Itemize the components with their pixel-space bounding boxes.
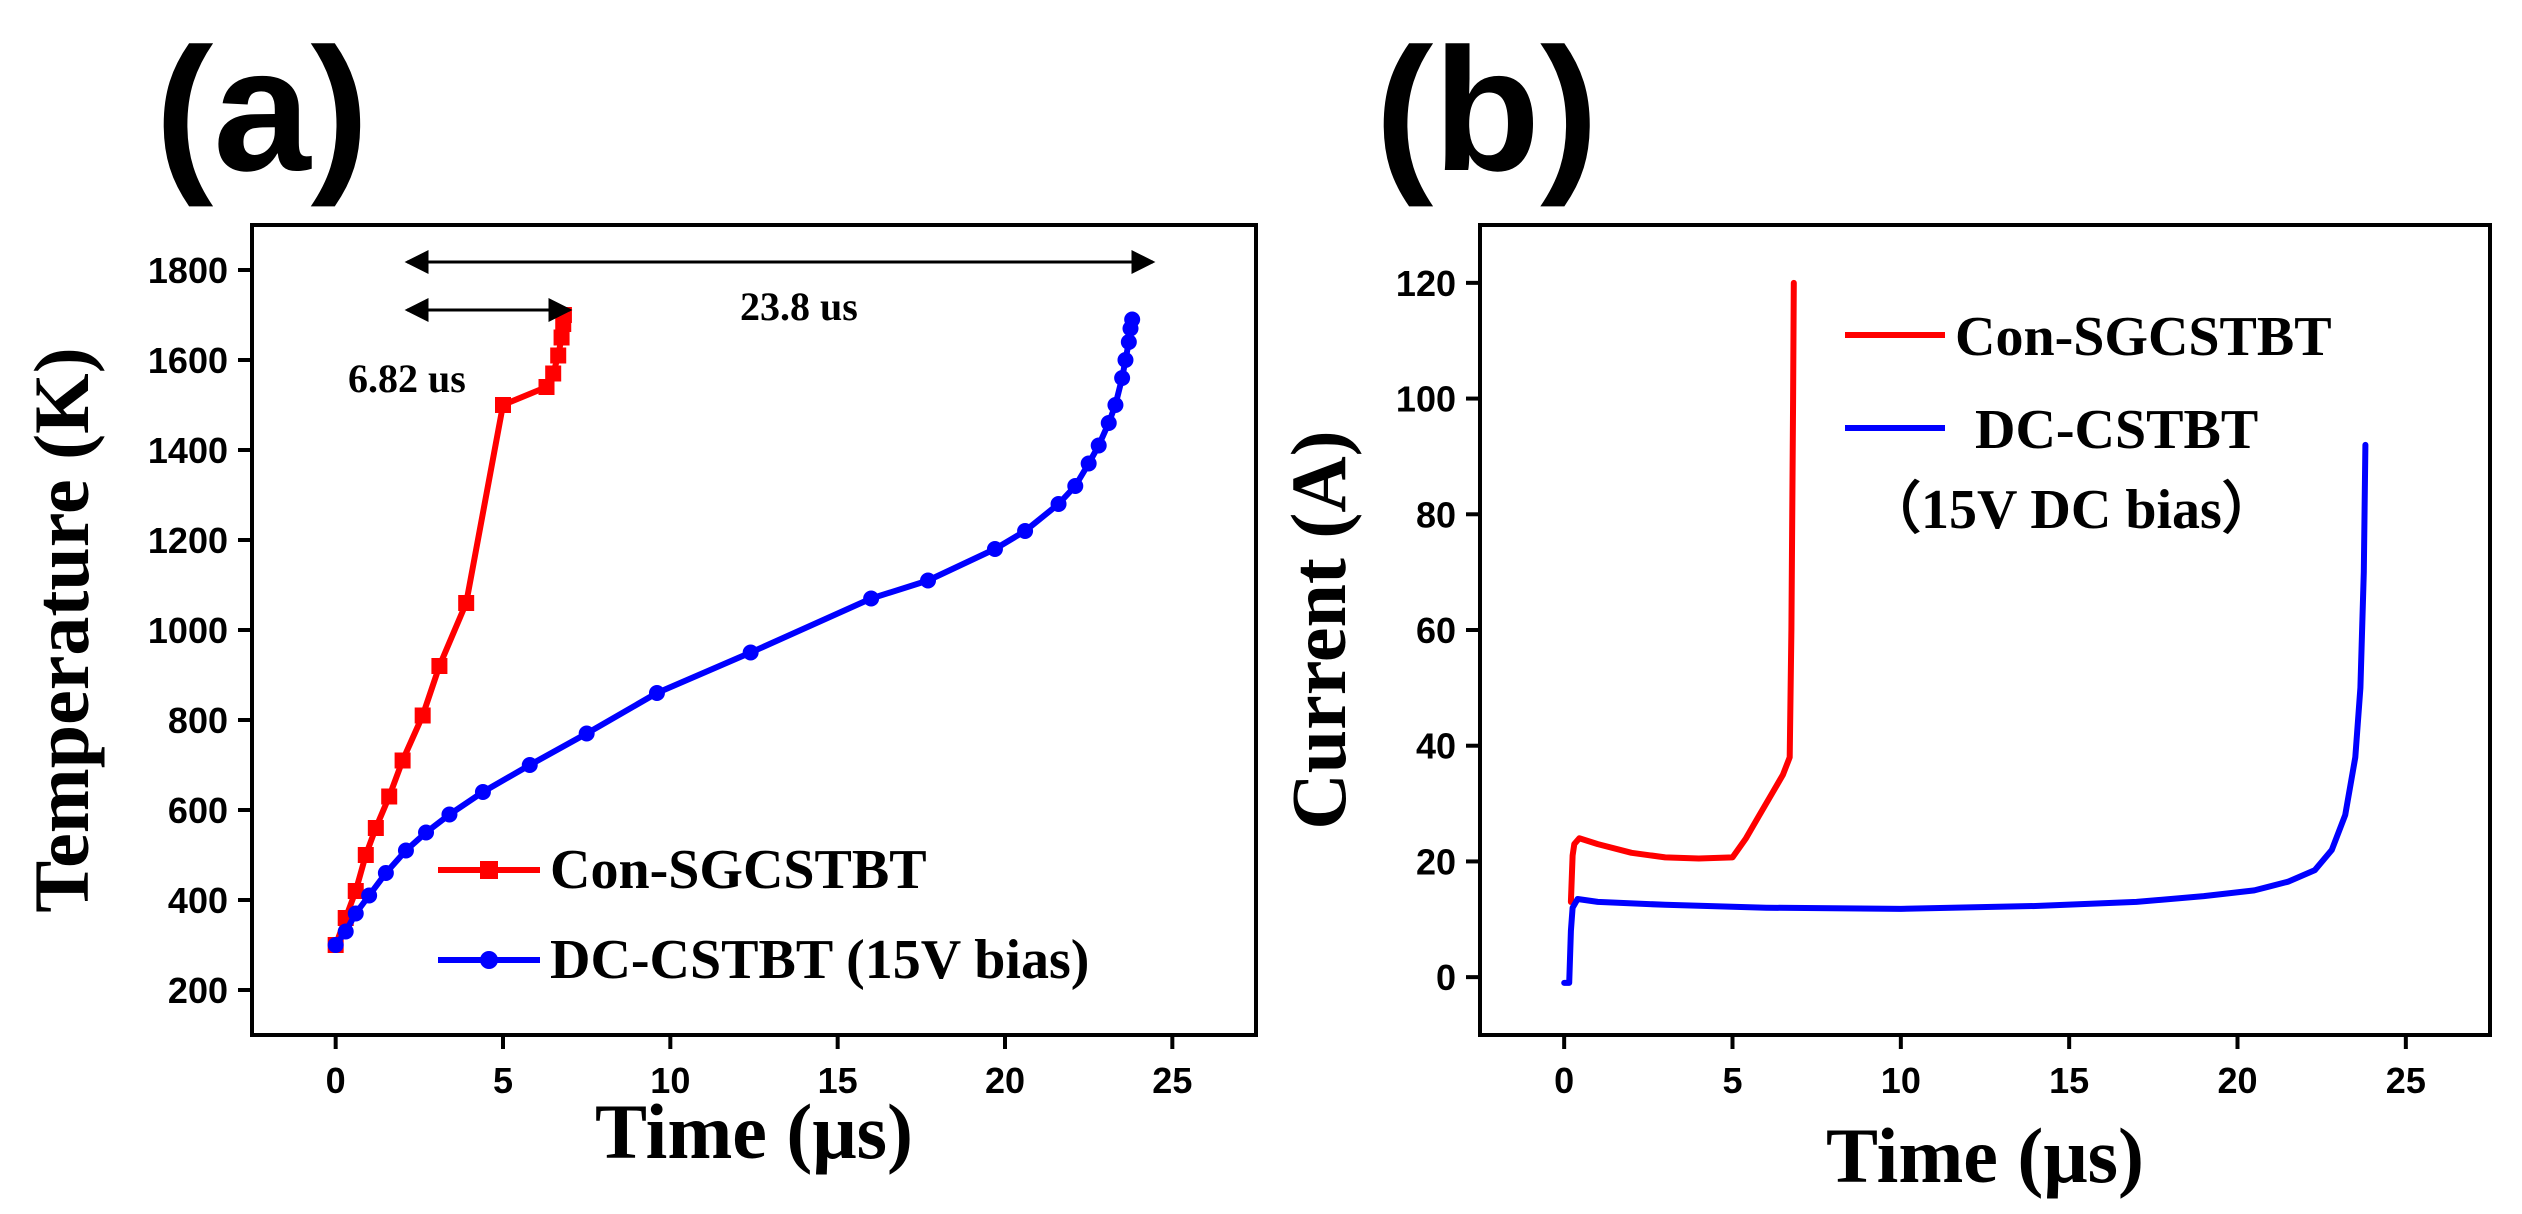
y-tick-label: 100 xyxy=(1396,379,1456,420)
y-tick-label: 1000 xyxy=(148,610,228,651)
data-point xyxy=(553,329,570,346)
y-tick-label: 120 xyxy=(1396,263,1456,304)
y-tick-label: 1200 xyxy=(148,520,228,561)
x-axis-title-a: Time (μs) xyxy=(595,1088,913,1175)
data-point xyxy=(863,590,880,607)
panel-label-b: (b) xyxy=(1375,13,1598,208)
x-tick-label: 10 xyxy=(1881,1060,1921,1101)
legend-a-label-dc: DC-CSTBT (15V bias) xyxy=(550,929,1089,991)
data-point xyxy=(920,572,937,589)
data-point xyxy=(1080,455,1097,472)
y-tick-label: 200 xyxy=(168,970,228,1011)
data-point xyxy=(1050,496,1067,512)
data-point xyxy=(397,842,414,859)
data-point xyxy=(1100,415,1117,431)
data-point xyxy=(377,865,394,881)
panel-a: (a) 200 400 600 800 1000 1200 1400 1600 1800 0 5 1… xyxy=(18,13,1258,1175)
y-tick-label: 1600 xyxy=(148,340,228,381)
data-point xyxy=(431,658,448,674)
data-point xyxy=(1114,370,1131,386)
x-tick-label: 25 xyxy=(1152,1060,1192,1101)
legend-a-marker-blue xyxy=(480,951,498,969)
data-point xyxy=(545,365,562,382)
data-point xyxy=(347,905,364,922)
data-point xyxy=(441,806,458,823)
data-point xyxy=(414,707,431,724)
y-tick-label: 40 xyxy=(1416,726,1456,767)
data-point xyxy=(538,379,555,395)
y-tick-label: 400 xyxy=(168,880,228,921)
x-tick-label: 5 xyxy=(1722,1060,1742,1101)
y-tick-label: 800 xyxy=(168,700,228,741)
annotation-23-8-us: 23.8 us xyxy=(740,284,858,329)
data-point xyxy=(418,824,435,841)
data-point xyxy=(1117,352,1134,368)
y-tick-label: 1800 xyxy=(148,250,228,291)
series-line-dc-cstbt-15v-dc-bias- xyxy=(1561,441,2369,986)
x-tick-label: 15 xyxy=(2049,1060,2089,1101)
panel-b: (b) 0 20 40 60 80 100 120 0 5 10 15 20 25 Con-SGCST… xyxy=(1275,13,2492,1199)
legend-b-label-bias: （15V DC bias） xyxy=(1865,478,2278,541)
legend-a-marker-red xyxy=(480,861,498,879)
y-tick-label: 1400 xyxy=(148,430,228,471)
x-tick-label: 20 xyxy=(2217,1060,2257,1101)
data-point xyxy=(458,595,475,611)
y-tick-label: 600 xyxy=(168,790,228,831)
data-point xyxy=(495,397,511,413)
data-point xyxy=(361,887,378,904)
data-point xyxy=(550,347,567,364)
data-point xyxy=(1090,437,1107,454)
data-point xyxy=(1107,397,1124,413)
annotation-6-82-us: 6.82 us xyxy=(348,356,466,401)
data-point xyxy=(327,937,344,953)
legend-b: Con-SGCSTBT DC-CSTBT （15V DC bias） xyxy=(1845,306,2332,541)
data-point xyxy=(1120,334,1137,350)
x-tick-label: 0 xyxy=(1554,1060,1574,1101)
x-tick-label: 15 xyxy=(818,1060,858,1101)
panel-label-a: (a) xyxy=(155,13,369,208)
data-point xyxy=(357,847,374,863)
data-point xyxy=(474,784,491,800)
data-point xyxy=(394,752,411,769)
data-point xyxy=(347,883,364,899)
data-point xyxy=(1124,311,1141,328)
legend-a-label-con: Con-SGCSTBT xyxy=(550,839,927,901)
x-tick-label: 5 xyxy=(493,1060,513,1101)
data-point xyxy=(742,644,759,661)
y-axis-title-a: Temperature (K) xyxy=(18,347,105,912)
legend-b-label-con: Con-SGCSTBT xyxy=(1955,306,2332,368)
plot-frame-a xyxy=(250,223,1258,1037)
y-tick-label: 80 xyxy=(1416,494,1456,535)
legend-b-label-dc: DC-CSTBT xyxy=(1975,399,2258,461)
y-tick-label: 20 xyxy=(1416,841,1456,882)
data-point xyxy=(578,725,595,742)
x-tick-label: 0 xyxy=(326,1060,346,1101)
x-tick-label: 25 xyxy=(2386,1060,2426,1101)
y-tick-label: 0 xyxy=(1436,957,1456,998)
y-axis-title-b: Current (A) xyxy=(1275,430,1362,829)
data-point xyxy=(648,685,665,701)
data-point xyxy=(1017,523,1034,539)
series-line-dc-cstbt-15v-bias- xyxy=(332,316,1136,948)
data-point xyxy=(337,923,354,940)
data-point xyxy=(521,757,538,773)
data-point xyxy=(1067,478,1084,494)
data-point xyxy=(986,541,1003,557)
x-axis-title-b: Time (μs) xyxy=(1826,1112,2144,1199)
series-line-con-sgcstbt xyxy=(1567,279,1797,905)
data-point xyxy=(367,820,384,836)
y-tick-label: 60 xyxy=(1416,610,1456,651)
legend-a: Con-SGCSTBT DC-CSTBT (15V bias) xyxy=(438,839,1089,991)
x-tick-label: 10 xyxy=(650,1060,690,1101)
x-tick-label: 20 xyxy=(985,1060,1025,1101)
data-point xyxy=(381,788,398,805)
